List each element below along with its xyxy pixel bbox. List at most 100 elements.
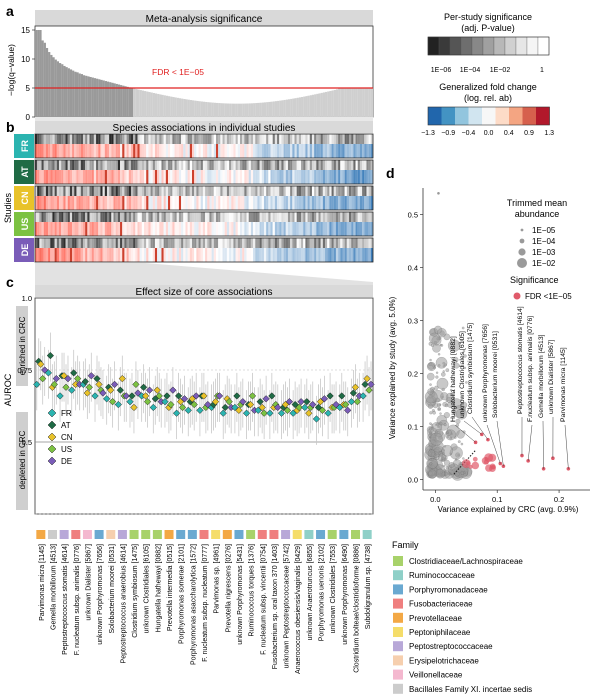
heat-sig-cell — [172, 238, 175, 248]
d-point-label: Clostridium symbiosum [1475] — [467, 323, 474, 414]
heat-sig-cell — [229, 238, 232, 248]
significance-bar — [320, 92, 323, 117]
heat-sig-cell — [200, 186, 203, 196]
heat-sig-cell — [342, 186, 345, 196]
study-tag-label: CN — [20, 192, 30, 205]
heat-fc-cell — [298, 144, 302, 158]
heat-fc-cell — [122, 144, 125, 158]
heat-sig-cell — [222, 238, 225, 248]
fc-tick-label: 1.3 — [544, 130, 554, 137]
heat-sig-cell — [113, 238, 116, 248]
significance-bar — [172, 97, 175, 117]
panel-b-axis-label: Studies — [3, 192, 13, 223]
heat-fc-cell — [250, 170, 254, 184]
heat-fc-cell — [311, 144, 315, 158]
heat-sig-cell — [102, 160, 105, 170]
heat-sig-cell — [229, 186, 232, 196]
heat-fc-cell — [335, 144, 339, 158]
heat-fc-cell — [255, 144, 258, 158]
species-label: unknown Clostridiales [7553] — [330, 544, 337, 634]
heat-fc-cell — [35, 248, 38, 262]
heat-sig-cell — [148, 134, 151, 144]
heat-sig-cell — [257, 186, 260, 196]
c-legend-label: DE — [61, 457, 72, 466]
heat-sig-cell — [244, 238, 247, 248]
heat-sig-cell — [235, 186, 238, 196]
c-point-cn — [363, 374, 371, 383]
heat-fc-cell — [357, 144, 360, 158]
heat-fc-cell — [43, 248, 46, 262]
d-point — [436, 377, 449, 390]
significance-bar — [61, 64, 64, 117]
study-tag-label: US — [20, 218, 30, 231]
heat-sig-cell — [357, 186, 360, 196]
heat-fc-cell — [338, 222, 341, 236]
heat-sig-cell — [215, 160, 219, 170]
heat-sig-cell — [331, 160, 334, 170]
species-label: Porphyromonas asaccharolytica [1572] — [190, 544, 197, 665]
heat-fc-cell — [277, 144, 280, 158]
heat-fc-cell — [93, 170, 97, 184]
d-sig-point — [491, 464, 496, 470]
heat-fc-cell — [93, 222, 97, 236]
heat-fc-cell — [181, 170, 184, 184]
heat-sig-cell — [35, 134, 38, 144]
heat-fc-cell — [338, 248, 341, 262]
heat-fc-cell — [85, 170, 88, 184]
heat-sig-cell — [213, 238, 217, 248]
heat-sig-cell — [205, 160, 208, 170]
heat-sig-cell — [187, 134, 190, 144]
heat-fc-cell — [318, 170, 321, 184]
heat-fc-cell — [364, 196, 367, 210]
heat-sig-cell — [329, 186, 332, 196]
heat-fc-cell — [130, 248, 134, 262]
heat-fc-cell — [82, 170, 86, 184]
heat-sig-cell — [331, 186, 334, 196]
c-point-us — [295, 403, 303, 412]
heat-fc-cell — [87, 196, 90, 210]
panel-d-xlabel: Variance explained by CRC (avg. 0.9%) — [438, 505, 579, 514]
heat-sig-cell — [100, 186, 103, 196]
heat-fc-cell — [224, 170, 227, 184]
heat-fc-cell — [65, 144, 68, 158]
heat-sig-cell — [157, 238, 160, 248]
heat-fc-cell — [329, 144, 332, 158]
c-point-fr — [219, 409, 227, 417]
a-ytick-label: 0 — [26, 113, 31, 122]
heat-sig-cell — [261, 238, 265, 248]
c-point-de — [134, 389, 142, 397]
d-point — [435, 468, 445, 479]
heat-fc-cell — [135, 222, 138, 236]
c-ytick-label: 0.75 — [17, 366, 32, 375]
family-cell — [176, 530, 186, 539]
heat-sig-cell — [307, 134, 310, 144]
heat-sig-cell — [96, 238, 99, 248]
heat-fc-cell — [96, 222, 99, 236]
heat-fc-cell — [126, 222, 129, 236]
family-color-strip — [36, 530, 372, 539]
heat-fc-cell — [192, 144, 195, 158]
heat-fc-cell — [137, 222, 140, 236]
heat-sig-cell — [135, 212, 138, 222]
heat-fc-cell — [311, 248, 315, 262]
heat-sig-cell — [259, 186, 262, 196]
c-point-us — [342, 400, 350, 409]
heat-sig-cell — [161, 186, 164, 196]
heat-sig-cell — [139, 238, 142, 248]
heat-fc-cell — [139, 248, 142, 262]
c-point-de — [192, 392, 200, 400]
heat-fc-cell — [320, 144, 323, 158]
heat-fc-cell — [183, 170, 186, 184]
significance-bar — [141, 90, 145, 117]
heat-sig-cell — [69, 186, 73, 196]
heat-fc-cell — [233, 196, 236, 210]
heat-sig-cell — [342, 160, 345, 170]
c-legend-marker — [47, 420, 57, 430]
heat-fc-cell — [207, 144, 210, 158]
heat-fc-cell — [209, 196, 212, 210]
d-point — [454, 471, 460, 477]
a-ytick-label: 15 — [21, 26, 30, 35]
heat-fc-cell — [80, 248, 84, 262]
heat-sig-cell — [189, 160, 193, 170]
heat-fc-cell — [154, 170, 158, 184]
